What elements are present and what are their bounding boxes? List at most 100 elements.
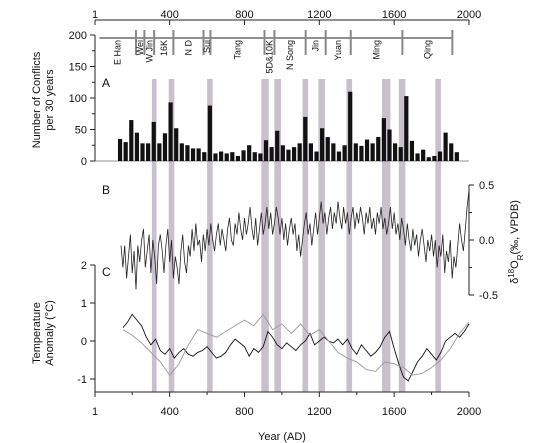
panel-a-ytick-label-0: 0 bbox=[81, 156, 87, 168]
conflict-bar-60 bbox=[454, 152, 459, 161]
panel-c-ytick-label-1: 0 bbox=[81, 336, 87, 348]
panel-a-ylabel-line2: per 30 years bbox=[44, 69, 56, 131]
conflict-bar-42 bbox=[353, 143, 358, 161]
panel-c-series-1 bbox=[122, 313, 470, 376]
conflict-bar-56 bbox=[432, 155, 437, 161]
conflict-bar-17 bbox=[213, 153, 218, 161]
conflict-bar-45 bbox=[370, 143, 375, 161]
panel-c-ylabel-line1: Temperature bbox=[31, 302, 43, 364]
conflict-bar-18 bbox=[219, 151, 224, 161]
conflict-bar-39 bbox=[336, 151, 342, 161]
conflict-bar-49 bbox=[392, 143, 398, 161]
top-tick-label-3: 1200 bbox=[307, 9, 331, 21]
conflict-bar-44 bbox=[364, 139, 370, 161]
dynasty-label-2: W Jin bbox=[144, 40, 154, 63]
panel-c-ytick-label-3: 2 bbox=[81, 260, 87, 272]
dynasty-label-12: Qing bbox=[422, 40, 432, 59]
top-tick-label-4: 1600 bbox=[382, 9, 406, 21]
conflict-bar-28 bbox=[275, 130, 280, 161]
conflict-period-6 bbox=[318, 79, 325, 392]
panel-c-ylabel-line2: Anomaly (°C) bbox=[44, 300, 56, 366]
conflict-bar-46 bbox=[376, 137, 381, 161]
conflict-bar-40 bbox=[342, 145, 347, 161]
panel-a-ytick-label-8: 200 bbox=[69, 30, 87, 42]
conflict-bar-9 bbox=[168, 102, 173, 161]
dynasty-label-9: Jin bbox=[311, 40, 321, 52]
dynasty-label-1: Wei bbox=[135, 40, 145, 55]
conflict-bar-26 bbox=[263, 140, 269, 161]
dynasty-label-10: Yuan bbox=[333, 40, 343, 61]
dynasty-label-7: 5D&10K bbox=[264, 40, 274, 74]
top-tick-label-1: 400 bbox=[160, 9, 178, 21]
conflict-bar-58 bbox=[443, 132, 448, 161]
dynasty-label-4: N D bbox=[183, 40, 193, 56]
conflict-bar-38 bbox=[331, 143, 336, 161]
conflict-bar-37 bbox=[325, 137, 330, 161]
bottom-tick-label-0: 1 bbox=[92, 406, 98, 418]
conflict-bar-55 bbox=[426, 157, 431, 161]
conflict-bar-11 bbox=[179, 143, 184, 161]
panel-b-ytick-label-0: -0.5 bbox=[479, 290, 498, 302]
conflict-period-10 bbox=[435, 79, 441, 392]
conflict-bar-41 bbox=[348, 91, 353, 161]
bottom-tick-label-5: 2000 bbox=[457, 406, 481, 418]
conflict-bar-25 bbox=[258, 153, 263, 161]
conflict-bar-36 bbox=[320, 128, 325, 161]
conflict-bar-48 bbox=[387, 129, 392, 161]
panel-a-ylabel-line1: Number of Conflicts bbox=[31, 51, 43, 148]
conflict-period-1 bbox=[168, 79, 175, 392]
top-tick-label-0: 1 bbox=[92, 9, 98, 21]
conflict-bars bbox=[117, 91, 459, 161]
dynasty-timeline: E Han Wei W Jin 16K N D Sui Tang 5D&10K N Song Ji… bbox=[99, 30, 454, 74]
conflict-bar-57 bbox=[437, 151, 443, 161]
conflict-bar-47 bbox=[381, 118, 386, 161]
panel-c-ytick-label-2: 1 bbox=[81, 298, 87, 310]
panel-a-ytick-label-4: 100 bbox=[69, 93, 87, 105]
dynasty-label-8: N Song bbox=[285, 40, 295, 70]
conflict-bar-59 bbox=[449, 143, 454, 161]
conflict-bar-12 bbox=[185, 145, 190, 161]
conflict-bar-52 bbox=[409, 140, 415, 161]
conflict-period-9 bbox=[398, 79, 406, 392]
conflict-bar-50 bbox=[398, 147, 403, 161]
conflict-period-8 bbox=[382, 79, 391, 392]
bottom-tick-label-1: 400 bbox=[160, 406, 178, 418]
panel-b-ytick-label-2: 0.5 bbox=[479, 180, 494, 192]
conflict-bar-19 bbox=[224, 153, 229, 161]
bottom-tick-label-2: 800 bbox=[235, 406, 253, 418]
conflict-bar-4 bbox=[140, 143, 145, 161]
top-tick-label-5: 2000 bbox=[457, 9, 481, 21]
panel-b-ytick-label-1: 0.0 bbox=[479, 235, 494, 247]
conflict-bar-1 bbox=[123, 142, 128, 161]
conflict-bar-10 bbox=[174, 128, 179, 161]
panel-label-a: A bbox=[102, 76, 110, 90]
x-axis-title: Year (AD) bbox=[258, 431, 306, 443]
panel-label-b: B bbox=[102, 183, 110, 197]
conflict-bar-23 bbox=[247, 145, 252, 161]
dynasty-label-5: Sui bbox=[202, 40, 212, 53]
conflict-bar-21 bbox=[235, 155, 241, 161]
conflict-bar-22 bbox=[241, 150, 246, 161]
dynasty-label-11: Ming bbox=[372, 40, 382, 60]
conflict-bar-35 bbox=[314, 151, 319, 161]
panel-b-series-0 bbox=[120, 190, 470, 290]
conflict-bar-15 bbox=[202, 152, 207, 161]
conflict-bar-32 bbox=[297, 143, 302, 161]
panel-label-c: C bbox=[102, 265, 111, 279]
conflict-bar-33 bbox=[303, 116, 308, 161]
proxy-lines bbox=[120, 190, 470, 382]
conflict-bar-13 bbox=[190, 148, 196, 161]
conflict-bar-29 bbox=[280, 145, 285, 161]
conflict-bar-30 bbox=[286, 149, 291, 161]
conflict-period-0 bbox=[151, 79, 157, 392]
conflict-bar-43 bbox=[359, 145, 364, 161]
bottom-tick-label-4: 1600 bbox=[382, 406, 406, 418]
conflict-bar-14 bbox=[196, 148, 201, 161]
conflict-bar-24 bbox=[252, 152, 257, 161]
panel-b-ylabel: δ18OR(‰, VPDB) bbox=[507, 200, 525, 284]
conflict-bar-53 bbox=[415, 153, 420, 161]
conflict-period-4 bbox=[274, 79, 281, 392]
dynasty-label-3: 16K bbox=[159, 40, 169, 56]
conflict-bar-51 bbox=[404, 96, 409, 161]
